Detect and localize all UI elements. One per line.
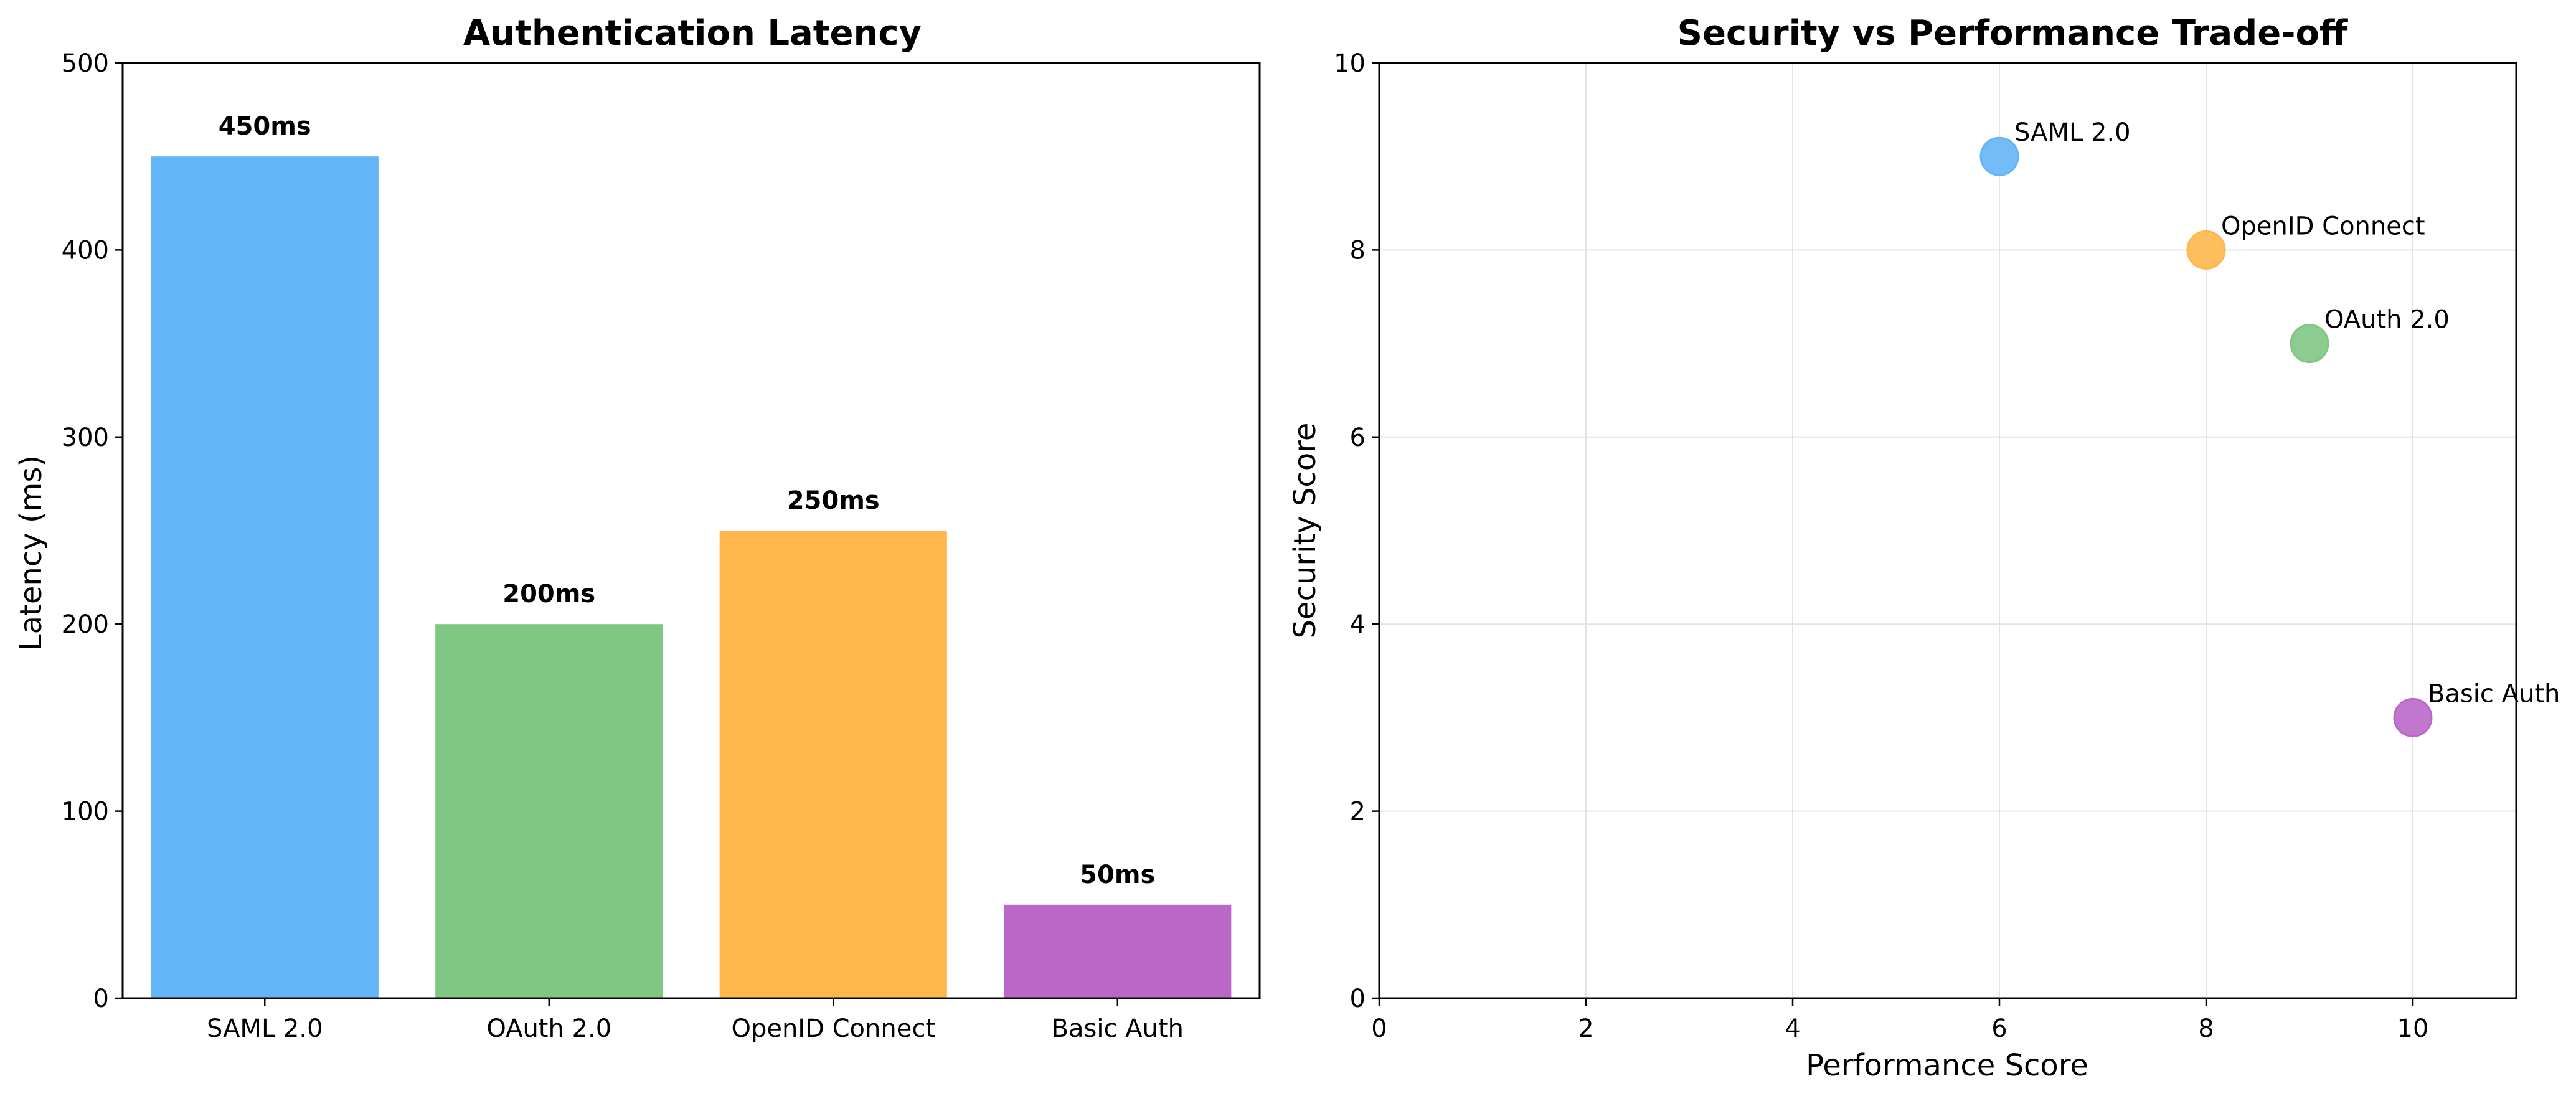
bar-value-label: 450ms xyxy=(219,112,311,141)
x-tick-label: OAuth 2.0 xyxy=(486,1014,611,1043)
y-tick-label: 0 xyxy=(1350,985,1366,1013)
point-label: OAuth 2.0 xyxy=(2324,306,2450,334)
x-tick-label: 6 xyxy=(1991,1014,2007,1043)
bar-chart: Authentication Latency Latency (ms) 450m… xyxy=(14,13,1261,1043)
bar-x-ticks: SAML 2.0 OAuth 2.0 OpenID Connect Basic Aut… xyxy=(207,998,1184,1043)
bar-oauth-2-0 xyxy=(435,624,663,998)
scatter-grid xyxy=(1379,62,2516,999)
y-tick-label: 8 xyxy=(1350,236,1366,265)
x-tick-label: 2 xyxy=(1578,1014,1593,1043)
x-tick-label: 8 xyxy=(2198,1014,2214,1043)
bar-plot-frame xyxy=(121,62,1261,999)
bar-value-label: 250ms xyxy=(787,486,880,515)
y-tick-label: 400 xyxy=(62,236,109,265)
scatter-chart-x-axis-label: Performance Score xyxy=(1806,1048,2088,1083)
y-tick-label: 500 xyxy=(62,49,109,78)
scatter-y-ticks: 0 2 4 6 8 10 xyxy=(1334,49,1379,1013)
x-tick-label: 10 xyxy=(2397,1014,2429,1043)
point-label: OpenID Connect xyxy=(2221,212,2425,240)
x-tick-label: SAML 2.0 xyxy=(207,1014,323,1043)
bar-marks: 450ms 200ms 250ms 50ms xyxy=(151,112,1232,999)
y-tick-label: 0 xyxy=(93,985,109,1013)
scatter-points: SAML 2.0 OAuth 2.0 OpenID Connect Basic Aut… xyxy=(1979,118,2560,737)
bar-y-ticks: 0 100 200 300 400 500 xyxy=(62,49,123,1013)
scatter-chart-y-axis-label: Security Score xyxy=(1288,423,1323,639)
scatter-chart-title: Security vs Performance Trade-off xyxy=(1677,13,2348,54)
point-saml-2-0 xyxy=(1979,136,2019,176)
point-label: SAML 2.0 xyxy=(2014,118,2131,147)
x-tick-label: Basic Auth xyxy=(1052,1014,1184,1043)
y-tick-label: 300 xyxy=(62,423,109,452)
scatter-plot-frame xyxy=(1378,62,2517,999)
y-tick-label: 100 xyxy=(62,798,109,826)
bar-openid-connect xyxy=(719,531,947,998)
bar-basic-auth xyxy=(1004,904,1232,998)
point-oauth-2-0 xyxy=(2290,324,2329,364)
x-tick-label: OpenID Connect xyxy=(731,1014,935,1043)
bar-value-label: 50ms xyxy=(1080,861,1155,889)
bar-saml-2-0 xyxy=(151,156,379,999)
point-openid-connect xyxy=(2186,230,2226,270)
y-tick-label: 6 xyxy=(1350,423,1366,452)
scatter-x-ticks: 0 2 4 6 8 10 xyxy=(1371,998,2428,1043)
y-tick-label: 10 xyxy=(1334,49,1366,78)
point-label: Basic Auth xyxy=(2428,679,2560,708)
bar-value-label: 200ms xyxy=(502,580,595,608)
bar-chart-y-axis-label: Latency (ms) xyxy=(14,455,49,651)
y-tick-label: 2 xyxy=(1350,798,1366,826)
x-tick-label: 4 xyxy=(1785,1014,1800,1043)
bar-chart-title: Authentication Latency xyxy=(463,13,922,54)
scatter-chart: Security vs Performance Trade-off Perfor… xyxy=(1288,13,2560,1083)
x-tick-label: 0 xyxy=(1371,1014,1387,1043)
y-tick-label: 200 xyxy=(62,610,109,639)
y-tick-label: 4 xyxy=(1350,610,1366,639)
point-basic-auth xyxy=(2393,697,2433,737)
